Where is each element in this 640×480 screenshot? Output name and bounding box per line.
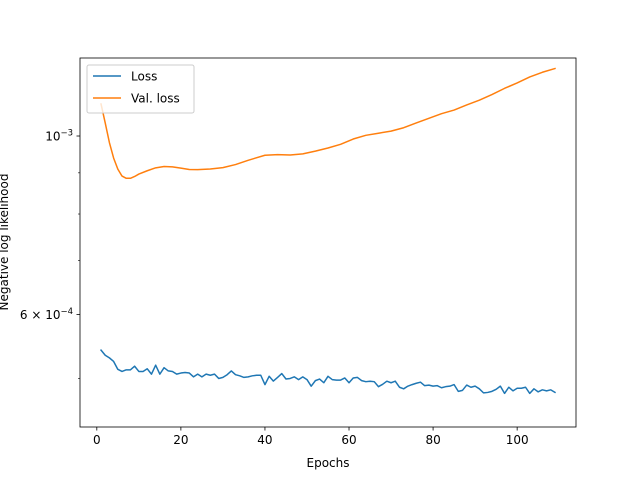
x-tick-label: 80 bbox=[425, 433, 440, 447]
x-axis-ticks: 0 20 40 60 80 100 bbox=[93, 427, 529, 447]
series-line-val-loss bbox=[100, 67, 556, 180]
legend: Loss Val. loss bbox=[86, 64, 195, 114]
series-line-loss bbox=[99, 349, 557, 395]
x-tick-label: 20 bbox=[173, 433, 188, 447]
x-tick-label: 0 bbox=[93, 433, 101, 447]
y-axis-ticks: 10−3 6 × 10−4 bbox=[20, 129, 80, 379]
x-tick-label: 40 bbox=[257, 433, 272, 447]
x-tick-label: 60 bbox=[341, 433, 356, 447]
y-tick-label: 6 × 10−4 bbox=[20, 307, 73, 322]
y-axis-label: Negative log likelihood bbox=[0, 174, 11, 311]
legend-label-loss: Loss bbox=[131, 70, 157, 84]
plot-lines bbox=[99, 67, 557, 395]
legend-box bbox=[86, 64, 195, 114]
legend-label-val-loss: Val. loss bbox=[131, 92, 180, 106]
x-axis-label: Epochs bbox=[307, 456, 350, 470]
x-tick-label: 100 bbox=[506, 433, 529, 447]
y-tick-label: 10−3 bbox=[45, 129, 73, 144]
plot-frame bbox=[79, 57, 577, 428]
